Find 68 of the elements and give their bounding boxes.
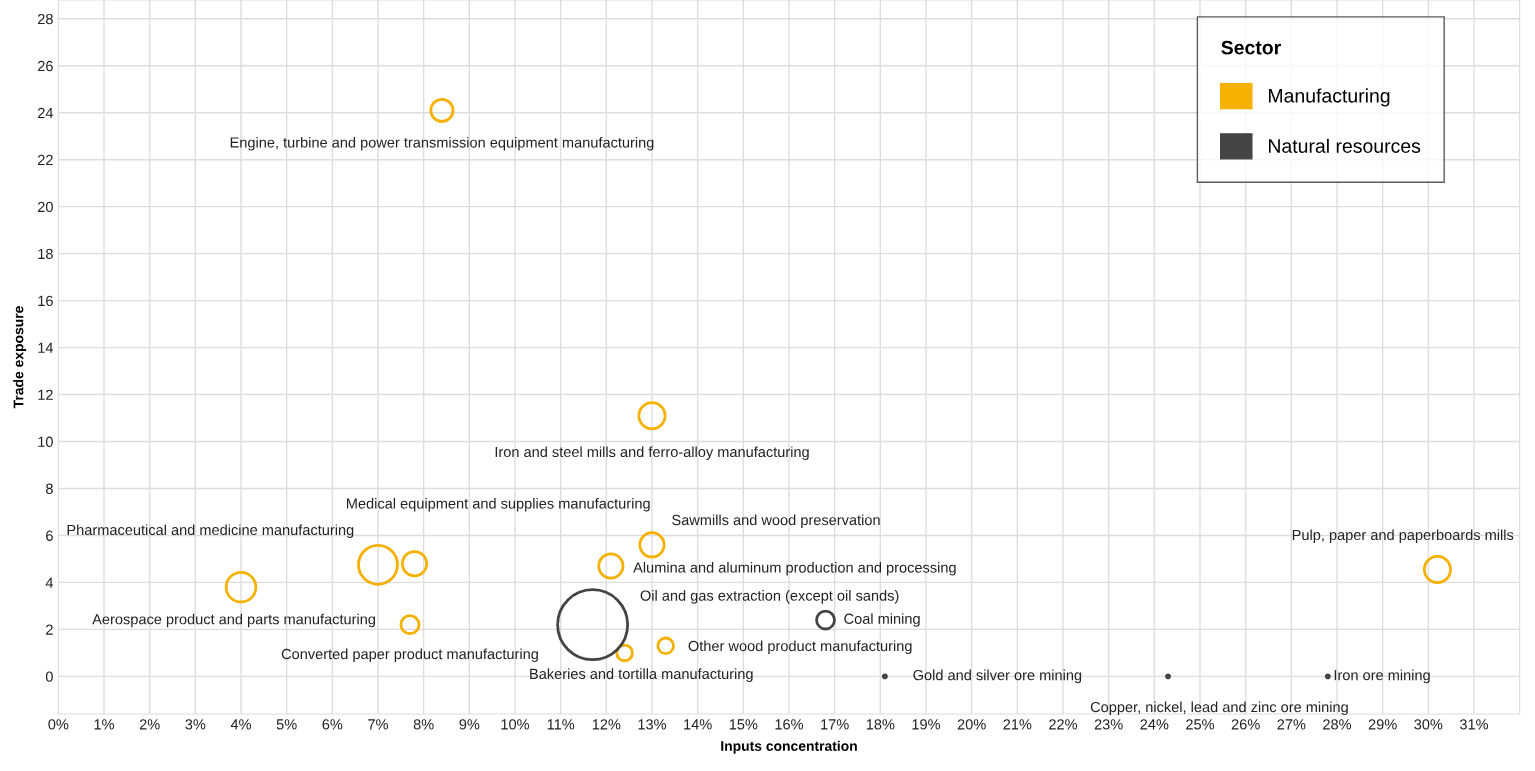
- x-axis-title: Inputs concentration: [721, 740, 857, 754]
- annotation: Iron ore mining: [1334, 669, 1430, 684]
- x-tick-label: 28%: [1323, 719, 1352, 730]
- annotation: Bakeries and tortilla manufacturing: [530, 668, 753, 682]
- annotation: Other wood product manufacturing: [688, 640, 912, 655]
- x-tick-label: 2%: [139, 719, 160, 730]
- y-tick-label: 6: [46, 530, 53, 541]
- annotation: Pulp, paper and paperboards mills: [1292, 529, 1514, 543]
- annotation: Engine, turbine and power transmission equipment manufacturing: [230, 136, 654, 151]
- annotation: Aerospace product and parts manufacturing: [92, 613, 375, 628]
- annotation: Oil and gas extraction (except oil sands): [640, 590, 899, 604]
- y-tick-label: 2: [46, 624, 53, 635]
- y-tick-label: 10: [38, 436, 53, 447]
- y-tick-label: 18: [38, 248, 53, 260]
- annotation: Medical equipment and supplies manufacturing: [346, 497, 650, 512]
- y-axis-title: Trade exposure: [13, 306, 27, 409]
- x-tick-label: 20%: [957, 719, 986, 730]
- annotation: Gold and silver ore mining: [913, 669, 1082, 684]
- x-tick-label: 9%: [459, 719, 480, 730]
- y-tick-label: 28: [37, 13, 53, 25]
- x-tick-label: 23%: [1094, 719, 1123, 730]
- x-tick-label: 19%: [912, 719, 941, 730]
- x-tick-label: 13%: [638, 719, 667, 730]
- y-tick-label: 22: [37, 154, 53, 165]
- x-tick-label: 29%: [1368, 719, 1397, 730]
- x-tick-label: 15%: [729, 719, 758, 730]
- x-tick-label: 17%: [821, 719, 849, 730]
- x-tick-label: 12%: [592, 719, 621, 730]
- x-tick-label: 21%: [1003, 719, 1032, 730]
- x-tick-label: 25%: [1186, 719, 1215, 730]
- x-tick-label: 30%: [1414, 719, 1443, 730]
- x-tick-label: 16%: [775, 719, 804, 730]
- annotation: Coal mining: [844, 613, 920, 627]
- x-tick-label: 14%: [684, 719, 712, 730]
- x-tick-label: 3%: [185, 719, 206, 730]
- y-tick-label: 12: [38, 389, 53, 400]
- annotation: Copper, nickel, lead and zinc ore mining: [1090, 701, 1348, 716]
- legend-label: Natural resources: [1268, 138, 1421, 153]
- y-tick-label: 26: [37, 60, 53, 72]
- annotation: Pharmaceutical and medicine manufacturing: [67, 524, 354, 538]
- x-tick-label: 24%: [1140, 719, 1169, 730]
- x-tick-label: 11%: [547, 719, 575, 730]
- x-tick-label: 7%: [368, 719, 389, 730]
- y-tick-label: 14: [38, 342, 54, 353]
- y-tick-label: 8: [45, 483, 53, 494]
- x-tick-label: 1%: [94, 719, 115, 730]
- x-tick-label: 26%: [1231, 719, 1260, 730]
- x-tick-label: 18%: [866, 719, 895, 730]
- x-tick-label: 22%: [1049, 719, 1078, 730]
- annotation: Sawmills and wood preservation: [672, 514, 880, 529]
- x-tick-label: 4%: [230, 719, 252, 730]
- x-tick-label: 27%: [1277, 719, 1306, 730]
- legend-label: Manufacturing: [1268, 88, 1390, 107]
- y-tick-label: 0: [45, 671, 53, 682]
- x-tick-label: 10%: [501, 719, 530, 730]
- annotation: Iron and steel mills and ferro-alloy manufacturing: [495, 446, 809, 460]
- legend-title: Sector: [1221, 40, 1281, 55]
- x-tick-label: 6%: [322, 719, 343, 730]
- x-tick-label: 31%: [1459, 719, 1489, 730]
- y-tick-label: 16: [38, 295, 53, 307]
- x-tick-label: 8%: [413, 719, 434, 730]
- y-tick-label: 20: [37, 201, 53, 213]
- annotation: Converted paper product manufacturing: [281, 648, 538, 663]
- x-tick-label: 5%: [276, 719, 297, 730]
- y-tick-label: 24: [37, 107, 54, 119]
- y-tick-label: 4: [45, 577, 54, 588]
- x-tick-label: 0%: [48, 719, 69, 730]
- annotation: Alumina and aluminum production and processing: [633, 561, 956, 576]
